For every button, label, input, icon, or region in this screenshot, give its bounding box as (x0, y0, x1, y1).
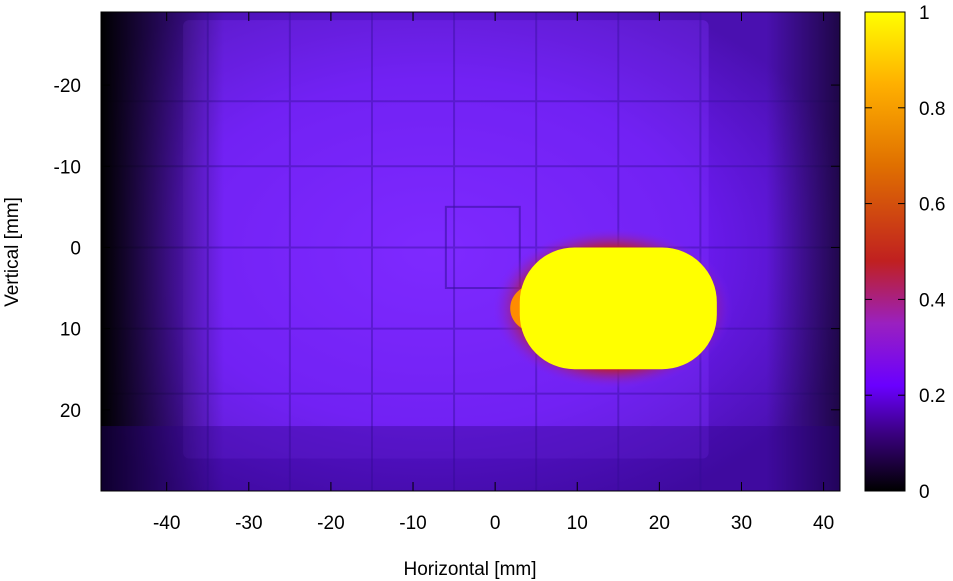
y-tick-label: -20 (54, 76, 81, 97)
colorbar-labels: 0 0.2 0.4 0.6 0.8 1 (919, 3, 946, 503)
x-axis-label: Horizontal [mm] (403, 559, 536, 580)
heatmap-left-edge (101, 12, 225, 491)
y-tick-labels: -20 -10 0 10 20 (54, 76, 81, 422)
x-tick-labels: -40 -30 -20 -10 0 10 20 30 40 (153, 513, 834, 534)
y-axis-label: Vertical [mm] (2, 197, 23, 307)
plot-area (101, 12, 840, 491)
colorbar-tick-label: 0.2 (919, 386, 945, 407)
colorbar-tick-label: 0.4 (919, 290, 946, 311)
x-tick-label: 20 (649, 513, 670, 534)
hotspot-core (519, 247, 717, 370)
colorbar-tick-label: 0.8 (919, 99, 945, 120)
colorbar-ticks (865, 11, 905, 492)
colorbar-tick-label: 0.6 (919, 195, 945, 216)
x-tick-label: -10 (399, 513, 426, 534)
hotspot-core-lobe (524, 288, 561, 329)
plot-frame (100, 11, 841, 492)
y-tick-label: 10 (60, 320, 81, 341)
heatmap-bottom-band (101, 426, 840, 491)
x-tick-label: 10 (567, 513, 588, 534)
axis-ticks (101, 12, 840, 491)
heatmap-background (101, 12, 840, 491)
x-tick-label: 0 (490, 513, 501, 534)
y-tick-label: -10 (54, 157, 81, 178)
x-tick-label: -30 (235, 513, 262, 534)
y-tick-label: 20 (60, 401, 81, 422)
y-tick-label: 0 (70, 238, 81, 259)
colorbar (864, 11, 906, 492)
x-tick-label: 40 (813, 513, 834, 534)
colorbar-tick-label: 0 (919, 482, 930, 503)
x-tick-label: 30 (731, 513, 752, 534)
colorbar-tick-label: 1 (919, 3, 930, 24)
x-tick-label: -40 (153, 513, 180, 534)
mesh-square (444, 205, 521, 290)
heatmap-right-edge (766, 12, 840, 491)
x-tick-label: -20 (317, 513, 344, 534)
